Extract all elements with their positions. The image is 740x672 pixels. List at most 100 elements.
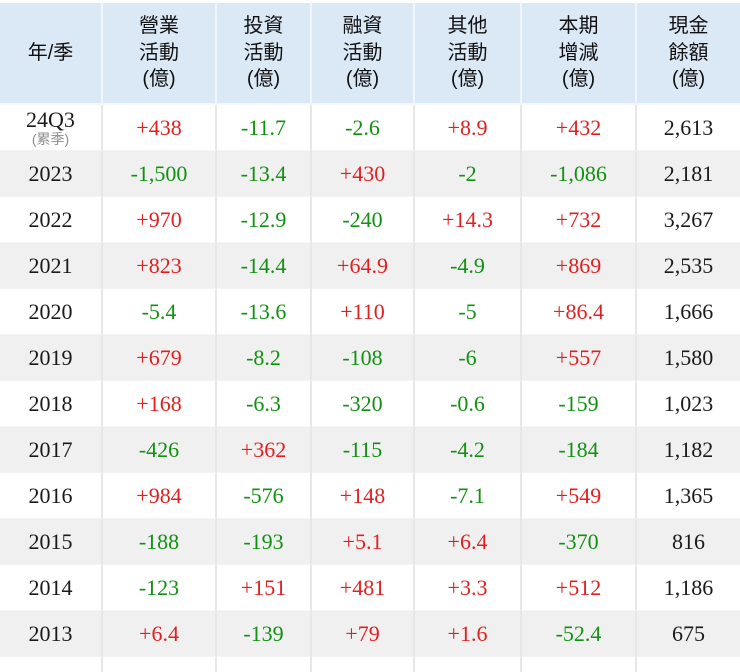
value-cell-cash-balance: 2,181 (637, 151, 740, 197)
column-header-financing: 融資 活動 (億) (312, 0, 415, 105)
value-cell-cash-balance: 1,365 (637, 473, 740, 519)
empty-cell (415, 657, 522, 672)
value-cell-financing: +110 (312, 289, 415, 335)
column-header-operating: 營業活動 (億) (103, 0, 217, 105)
value-cell-financing: -2.6 (312, 105, 415, 151)
column-header-line: 投資 (243, 15, 284, 38)
column-header-line: (億) (246, 68, 281, 91)
column-header-line: 現金 (668, 15, 709, 38)
column-header-line: 年/季 (27, 41, 74, 64)
value-cell-net-change: +432 (522, 105, 637, 151)
value-cell-other: -4.9 (415, 243, 522, 289)
column-header-line: (億) (450, 68, 485, 91)
year-cell: 2020 (0, 289, 103, 335)
value-cell-investing: -8.2 (217, 335, 312, 381)
value-cell-net-change: -52.4 (522, 611, 637, 657)
value-cell-cash-balance: 816 (637, 519, 740, 565)
value-cell-other: -2 (415, 151, 522, 197)
header-row: 年/季 營業 活動 (億) 投資 活動 (億) 融資 活動 (億) 其他 活動 (億) 本期 增減 (億) 現金… (0, 0, 740, 105)
year-label: 2017 (28, 436, 73, 462)
value-cell-net-change: +869 (522, 243, 637, 289)
value-cell-investing: -139 (217, 611, 312, 657)
empty-cell (522, 657, 637, 672)
value-cell-net-change: +86.4 (522, 289, 637, 335)
value-cell-operating: -426 (103, 427, 217, 473)
table-row-2014: 2014 -123 +151 +481 +3.3 +512 1,186 (0, 565, 740, 611)
value-cell-investing: -193 (217, 519, 312, 565)
value-cell-cash-balance: 1,182 (637, 427, 740, 473)
year-cell: 2022 (0, 197, 103, 243)
value-cell-financing: -240 (312, 197, 415, 243)
value-cell-net-change: +512 (522, 565, 637, 611)
value-cell-operating: -188 (103, 519, 217, 565)
value-cell-operating: -1,500 (103, 151, 217, 197)
column-header-investing: 投資 活動 (億) (217, 0, 312, 105)
value-cell-cash-balance: 2,535 (637, 243, 740, 289)
empty-cell (103, 657, 217, 672)
column-header-line: 融資 (342, 15, 383, 38)
value-cell-cash-balance: 1,580 (637, 335, 740, 381)
year-label: 2013 (28, 620, 73, 646)
value-cell-other: -6 (415, 335, 522, 381)
value-cell-financing: -320 (312, 381, 415, 427)
column-header-line: (億) (671, 68, 706, 91)
value-cell-other: +6.4 (415, 519, 522, 565)
year-label: 2014 (28, 574, 73, 600)
value-cell-other: -4.2 (415, 427, 522, 473)
year-cell: 2015 (0, 519, 103, 565)
value-cell-cash-balance: 1,186 (637, 565, 740, 611)
value-cell-investing: -11.7 (217, 105, 312, 151)
value-cell-net-change: +557 (522, 335, 637, 381)
value-cell-net-change: -370 (522, 519, 637, 565)
table-row-clipped (0, 657, 740, 672)
year-cell: 2014 (0, 565, 103, 611)
year-cell: 2016 (0, 473, 103, 519)
empty-cell (312, 657, 415, 672)
value-cell-net-change: -159 (522, 381, 637, 427)
year-label: 2022 (28, 206, 73, 232)
value-cell-other: -7.1 (415, 473, 522, 519)
empty-cell (217, 657, 312, 672)
value-cell-investing: -576 (217, 473, 312, 519)
column-header-line: (億) (142, 68, 176, 91)
year-label: 2019 (28, 344, 73, 370)
value-cell-cash-balance: 1,666 (637, 289, 740, 335)
table-header: 年/季 營業 活動 (億) 投資 活動 (億) 融資 活動 (億) 其他 活動 (億) 本期 增減 (億) 現金… (0, 0, 740, 105)
column-header-line: 活動 (139, 41, 179, 64)
year-label: 2016 (28, 482, 73, 508)
value-cell-cash-balance: 1,023 (637, 381, 740, 427)
column-header-line: 其他 (447, 15, 488, 38)
table-row-2017: 2017 -426 +362 -115 -4.2 -184 1,182 (0, 427, 740, 473)
column-header-other: 其他活動 (億) (415, 0, 522, 105)
table-row-2015: 2015 -188 -193 +5.1 +6.4 -370 816 (0, 519, 740, 565)
year-label: 2015 (28, 528, 73, 554)
value-cell-operating: +438 (103, 105, 217, 151)
value-cell-cash-balance: 675 (637, 611, 740, 657)
value-cell-net-change: +549 (522, 473, 637, 519)
value-cell-other: +3.3 (415, 565, 522, 611)
value-cell-other: -5 (415, 289, 522, 335)
value-cell-operating: +168 (103, 381, 217, 427)
year-label: 2018 (28, 390, 73, 416)
table-row-2013: 2013 +6.4 -139 +79 +1.6 -52.4 675 (0, 611, 740, 657)
column-header-line: 活動 (447, 41, 488, 64)
value-cell-investing: -13.6 (217, 289, 312, 335)
value-cell-investing: -13.4 (217, 151, 312, 197)
table-row-2020: 2020 -5.4 -13.6 +110 -5 +86.4 1,666 (0, 289, 740, 335)
column-header-line: 營業 (139, 15, 179, 38)
empty-cell (637, 657, 740, 672)
column-header-line: 活動 (342, 41, 383, 64)
table-row-2022: 2022 +970 -12.9 -240 +14.3 +732 3,267 (0, 197, 740, 243)
year-cell: 24Q3 (累季) (0, 105, 103, 151)
year-cell: 2013 (0, 611, 103, 657)
year-cell: 2023 (0, 151, 103, 197)
table-row-2021: 2021 +823 -14.4 +64.9 -4.9 +869 2,535 (0, 243, 740, 289)
column-header-line: 本期 (558, 15, 599, 38)
year-label: 2021 (28, 252, 73, 278)
value-cell-operating: +984 (103, 473, 217, 519)
year-cell: 2021 (0, 243, 103, 289)
value-cell-other: +1.6 (415, 611, 522, 657)
value-cell-net-change: -1,086 (522, 151, 637, 197)
